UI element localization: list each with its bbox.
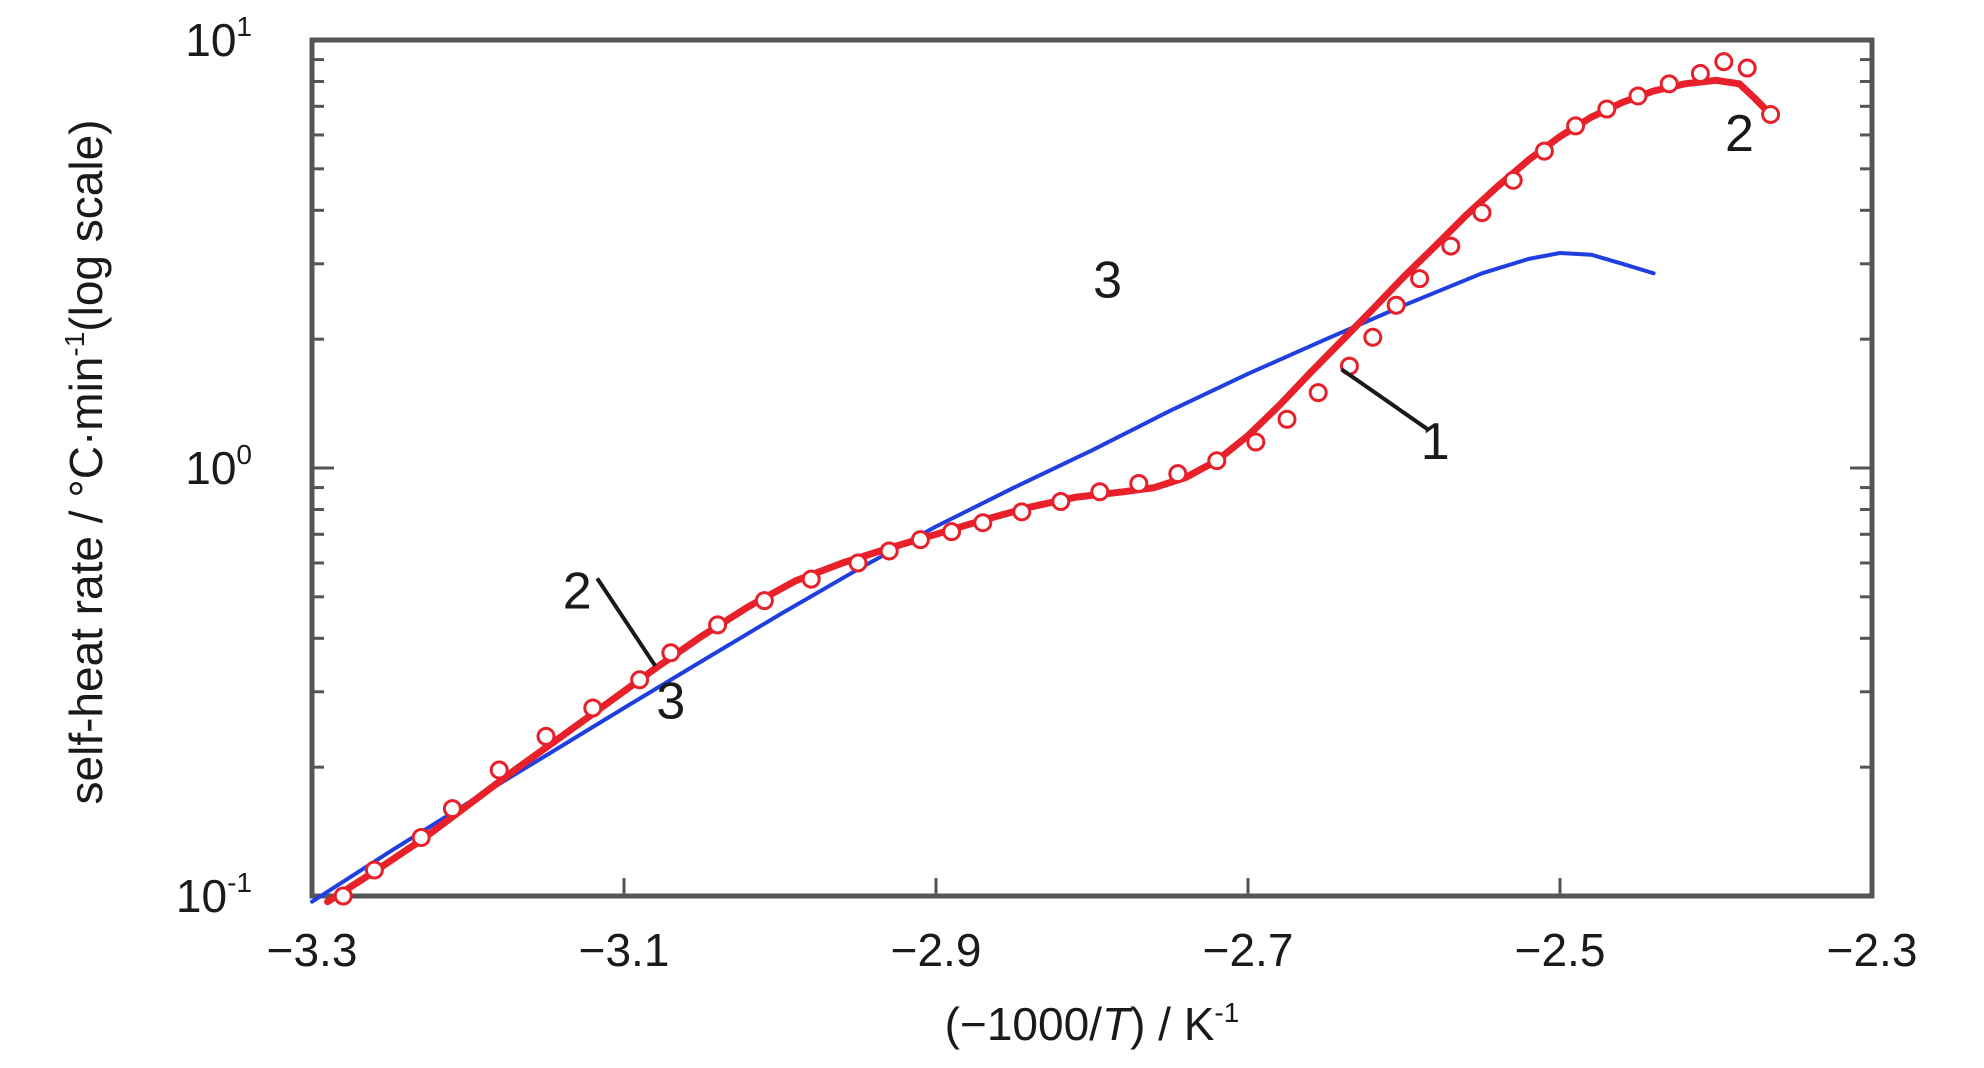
series-point-1: [1659, 74, 1679, 94]
annotation-layer: 1 2 3 3 2: [563, 105, 1754, 730]
x-tick-label: −3.3: [267, 924, 358, 976]
y-tick-base: 10: [185, 442, 236, 494]
series-point-1: [1168, 464, 1188, 484]
series-point-1: [1472, 203, 1492, 223]
plot-frame: [309, 37, 1875, 899]
series-point-1: [1012, 502, 1032, 522]
series-point-1: [1737, 58, 1757, 78]
curve-label-3: 3: [656, 672, 685, 730]
series-point-1: [1410, 269, 1430, 289]
series-point-1: [879, 541, 899, 561]
x-axis-ticks: −3.3 −3.1 −2.9 −2.7 −2.5 −2.3: [267, 878, 1918, 976]
series-layer: [310, 52, 1781, 906]
y-tick-base: 10: [176, 870, 227, 922]
series-point-1: [1441, 236, 1461, 256]
curve-label-3: 3: [1093, 252, 1122, 310]
series-point-1: [1628, 86, 1648, 106]
series-line-3: [310, 251, 1656, 904]
annotation-leader-line: [1340, 367, 1429, 431]
y-tick-exponent: 1: [236, 11, 252, 42]
series-point-1: [1566, 116, 1586, 136]
series-point-1: [630, 670, 650, 690]
series-point-1: [754, 591, 774, 611]
y-axis-title-sup: -1: [59, 332, 90, 357]
annotation-leader-line: [595, 577, 657, 667]
series-point-1: [801, 569, 821, 589]
series-point-1: [1597, 99, 1617, 119]
series-point-1: [333, 886, 353, 906]
x-tick-label: −2.3: [1827, 924, 1918, 976]
x-axis-title-open: (−1000/: [945, 998, 1103, 1050]
series-point-1: [442, 799, 462, 819]
series-point-1: [848, 553, 868, 573]
series-point-1: [1129, 473, 1149, 493]
series-point-1: [1246, 432, 1266, 452]
x-axis-title-close: ) / K: [1130, 998, 1215, 1050]
series-point-1: [1363, 327, 1383, 347]
plot-area-border: [309, 37, 1875, 899]
y-tick-exponent: 0: [236, 439, 252, 470]
y-axis-title-pre: self-heat rate / °C·min: [60, 357, 112, 805]
series-point-1: [1503, 170, 1523, 190]
x-tick-label: −2.9: [891, 924, 982, 976]
curve-label-2: 2: [1725, 105, 1754, 163]
curve-label-1: 1: [1421, 413, 1450, 471]
series-point-1: [1090, 482, 1110, 502]
series-point-1: [489, 760, 509, 780]
series-point-1: [1386, 295, 1406, 315]
x-tick-label: −2.5: [1515, 924, 1606, 976]
series-point-1: [942, 522, 962, 542]
series-point-1: [1207, 451, 1227, 471]
y-axis-title-post: (log scale): [60, 120, 112, 332]
x-axis-title-sup: -1: [1214, 997, 1239, 1028]
series-point-1: [1714, 52, 1734, 72]
curve-label-2: 2: [563, 562, 592, 620]
series-point-1: [1690, 64, 1710, 84]
x-axis-title: (−1000/T) / K-1: [945, 997, 1240, 1050]
y-tick-label: 100: [185, 439, 252, 494]
series-point-1: [910, 530, 930, 550]
y-tick-exponent: -1: [227, 867, 252, 898]
series-point-1: [411, 827, 431, 847]
x-tick-label: −2.7: [1203, 924, 1294, 976]
series-point-1: [1761, 104, 1781, 124]
series-point-1: [1308, 383, 1328, 403]
y-tick-label: 101: [185, 11, 252, 66]
x-axis-title-italic: T: [1102, 998, 1133, 1050]
series-point-1: [661, 643, 681, 663]
series-point-1: [364, 860, 384, 880]
series-line-2: [324, 76, 1775, 906]
series-point-1: [583, 698, 603, 718]
series-point-1: [1277, 409, 1297, 429]
series-point-1: [973, 513, 993, 533]
y-tick-label: 10-1: [176, 867, 252, 922]
series-point-1: [1534, 141, 1554, 161]
series-point-1: [536, 726, 556, 746]
x-tick-label: −3.1: [579, 924, 670, 976]
series-point-1: [708, 615, 728, 635]
y-axis-title: self-heat rate / °C·min-1(log scale): [59, 120, 112, 805]
y-tick-base: 10: [185, 14, 236, 66]
series-point-1: [1051, 492, 1071, 512]
